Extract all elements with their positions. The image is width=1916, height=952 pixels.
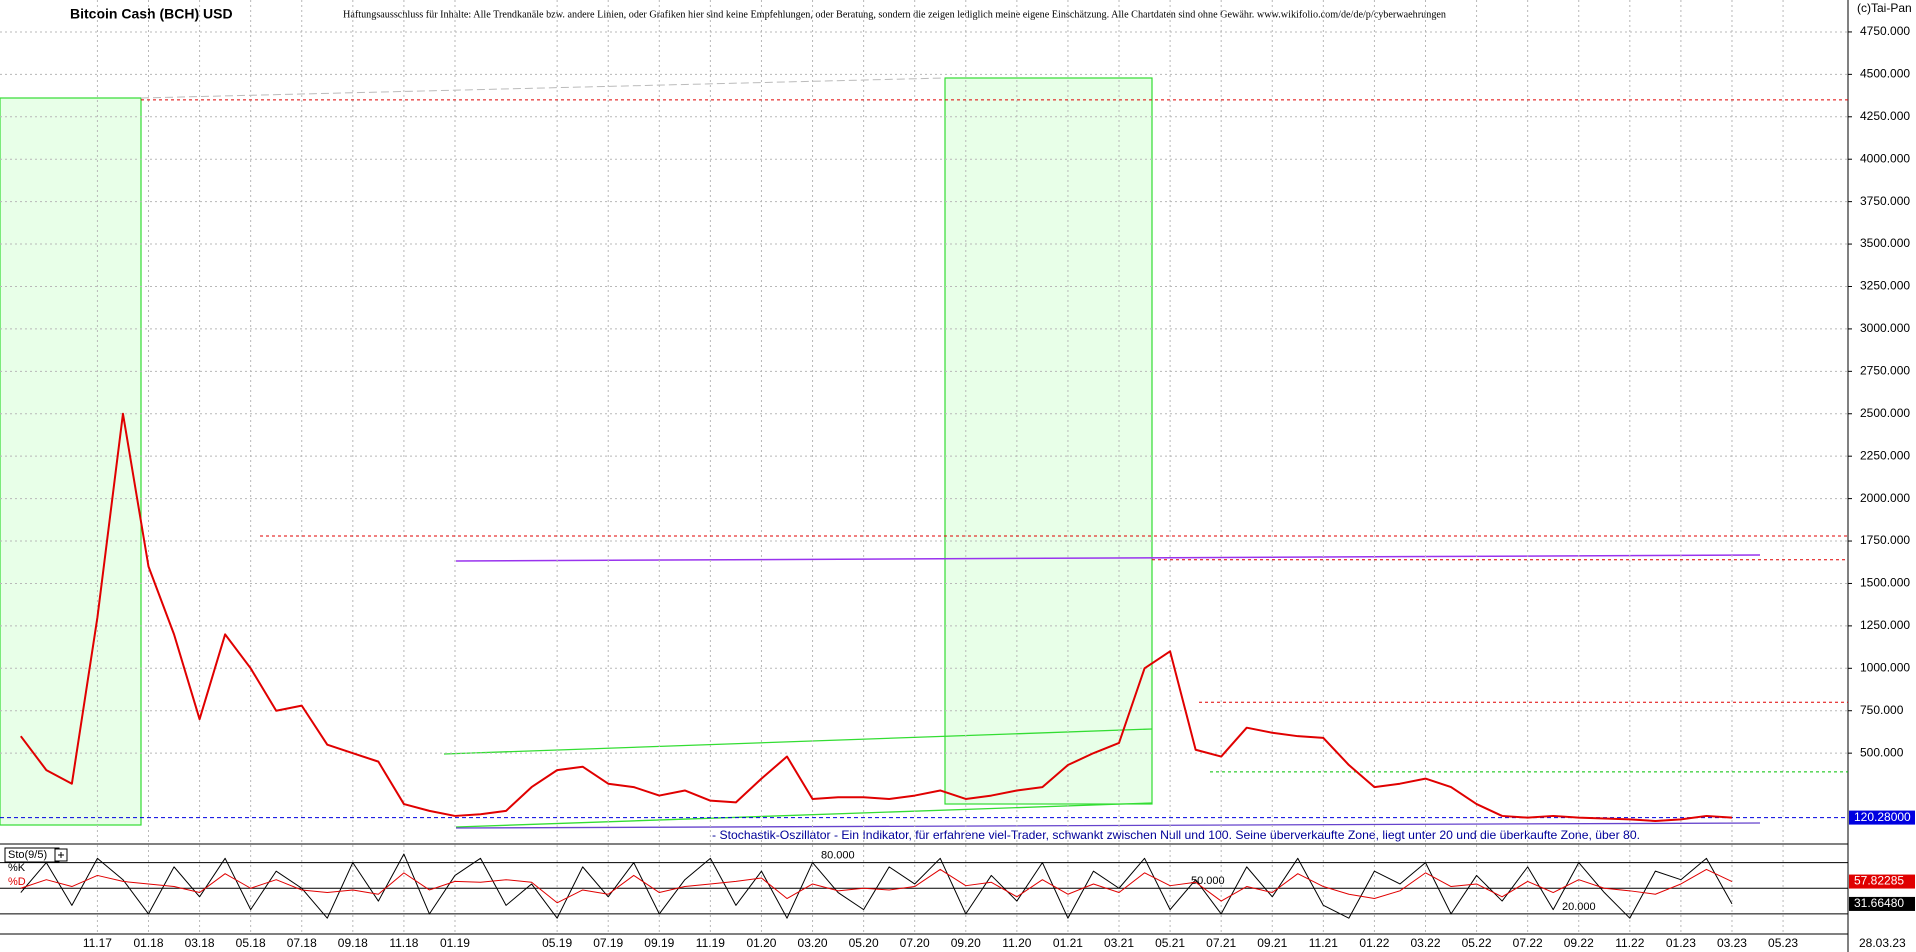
x-tick-label: 11.17: [83, 936, 112, 950]
x-tick-label: 09.20: [951, 936, 981, 950]
x-tick-label: 11.18: [389, 936, 418, 950]
copyright: (c)Tai-Pan: [1857, 1, 1912, 15]
y-tick-label: 3000.000: [1860, 321, 1910, 335]
x-tick-label: 01.22: [1359, 936, 1389, 950]
y-tick-label: 1500.000: [1860, 576, 1910, 590]
series-line: [20, 412, 1733, 823]
x-tick-label: 11.22: [1615, 936, 1644, 950]
x-tick-label: 05.21: [1155, 936, 1185, 950]
x-tick-label: 09.18: [338, 936, 368, 950]
green-box: [0, 97, 142, 826]
y-tick-label: 500.000: [1860, 745, 1904, 759]
level-label: 50.000: [1191, 875, 1225, 887]
x-tick-label: 01.19: [440, 936, 470, 950]
y-tick-label: 1000.000: [1860, 660, 1910, 674]
series-line: [20, 868, 1733, 904]
x-tick-label: 11.19: [696, 936, 725, 950]
x-tick-label: 03.23: [1717, 936, 1747, 950]
y-tick-label: 3250.000: [1860, 279, 1910, 293]
x-tick-label: 07.18: [287, 936, 317, 950]
current-price-label: 120.28000: [1854, 810, 1911, 824]
current-value-box: [1849, 874, 1915, 889]
x-tick-label: 05.23: [1768, 936, 1798, 950]
x-tick-label: 01.21: [1053, 936, 1083, 950]
x-tick-label: 03.18: [185, 936, 215, 950]
y-tick-label: 1750.000: [1860, 533, 1910, 547]
trend-line: [443, 728, 1153, 755]
legend-label: %K: [8, 862, 26, 874]
annotation: - Stochastik-Oszillator - Ein Indikator,…: [712, 828, 1640, 842]
current-date: 28.03.23: [1859, 936, 1906, 950]
x-tick-label: 01.23: [1666, 936, 1696, 950]
y-tick-label: 2500.000: [1860, 406, 1910, 420]
y-tick-label: 3750.000: [1860, 194, 1910, 208]
x-tick-label: 07.19: [593, 936, 623, 950]
y-tick-label: 750.000: [1860, 703, 1904, 717]
current-value-box: [1849, 896, 1915, 911]
x-tick-label: 07.21: [1206, 936, 1236, 950]
x-tick-label: 05.22: [1462, 936, 1492, 950]
level-label: 20.000: [1562, 901, 1596, 913]
y-tick-label: 4000.000: [1860, 151, 1910, 165]
current-price-box: [1849, 810, 1915, 825]
y-tick-label: 3500.000: [1860, 236, 1910, 250]
y-tick-label: 4750.000: [1860, 24, 1910, 38]
y-tick-label: 2000.000: [1860, 491, 1910, 505]
x-tick-label: 05.18: [236, 936, 266, 950]
x-tick-label: 09.22: [1564, 936, 1594, 950]
series-line: [20, 853, 1733, 919]
current-value-label: 31.66480: [1854, 896, 1904, 910]
disclaimer: Haftungsausschluss für Inhalte: Alle Tre…: [343, 9, 1446, 21]
indicator-title: Sto(9/5): [8, 849, 47, 861]
y-tick-label: 4500.000: [1860, 67, 1910, 81]
x-tick-label: 05.20: [849, 936, 879, 950]
x-tick-label: 09.19: [644, 936, 674, 950]
chart-title: Bitcoin Cash (BCH) USD: [70, 6, 233, 22]
y-tick-label: 2750.000: [1860, 364, 1910, 378]
green-box: [944, 77, 1153, 805]
x-tick-label: 03.21: [1104, 936, 1134, 950]
y-tick-label: 4250.000: [1860, 109, 1910, 123]
y-tick-label: 1250.000: [1860, 618, 1910, 632]
trend-line: [455, 802, 1153, 828]
trend-line: [140, 77, 946, 99]
level-label: 80.000: [821, 850, 855, 862]
trend-line: [455, 822, 1761, 829]
x-tick-label: 11.21: [1309, 936, 1338, 950]
current-value-label: 57.82285: [1854, 874, 1904, 888]
x-tick-label: 05.19: [542, 936, 572, 950]
trend-line: [455, 554, 1761, 562]
x-tick-label: 01.18: [133, 936, 163, 950]
x-tick-label: 11.20: [1002, 936, 1031, 950]
x-tick-label: 03.22: [1410, 936, 1440, 950]
y-tick-label: 2250.000: [1860, 448, 1910, 462]
x-tick-label: 07.22: [1513, 936, 1543, 950]
x-tick-label: 01.20: [746, 936, 776, 950]
x-tick-label: 07.20: [900, 936, 930, 950]
legend-label: %D: [8, 876, 26, 888]
x-tick-label: 03.20: [798, 936, 828, 950]
x-tick-label: 09.21: [1257, 936, 1287, 950]
